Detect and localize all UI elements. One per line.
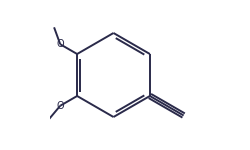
Text: O: O bbox=[56, 39, 64, 49]
Text: O: O bbox=[56, 101, 64, 111]
